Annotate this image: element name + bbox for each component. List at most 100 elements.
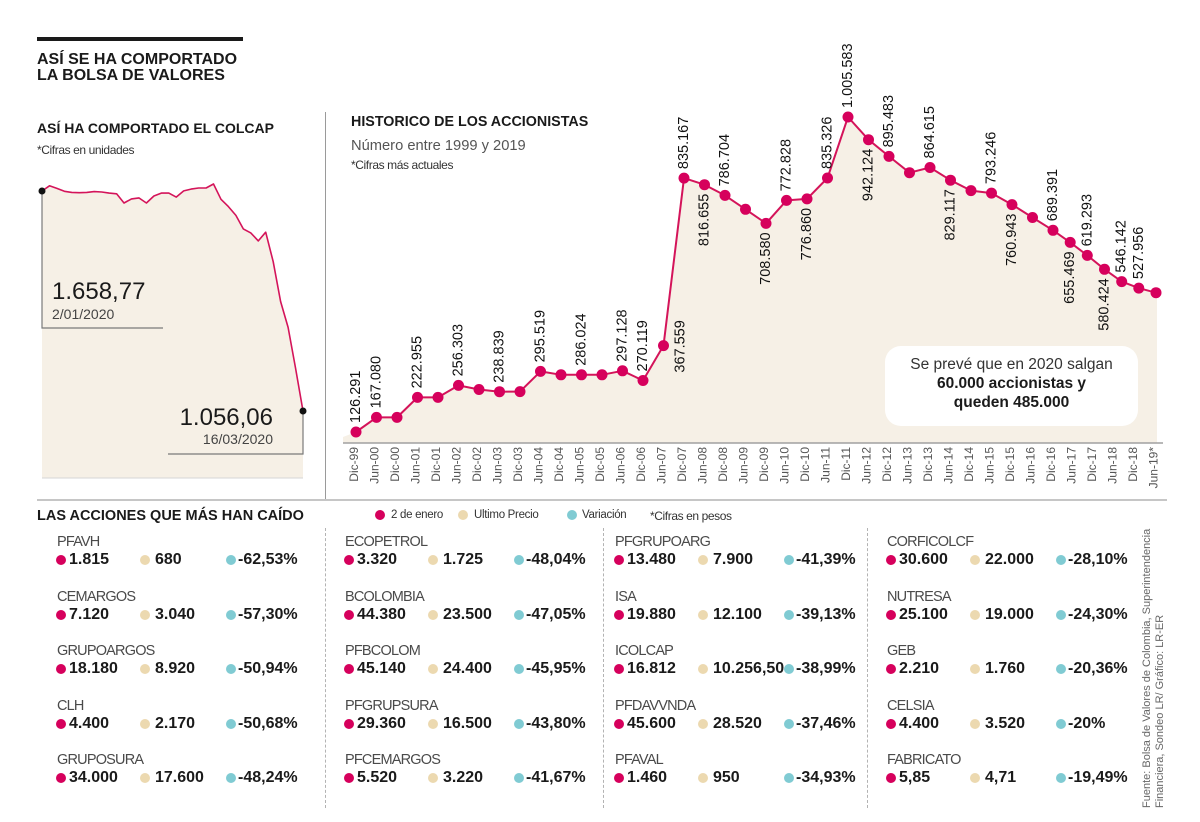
stock-item: CELSIA 4.400 3.520 -20% bbox=[886, 698, 1152, 739]
price-jan2: 5,85 bbox=[899, 769, 931, 786]
last-price-dot-icon bbox=[698, 773, 708, 783]
data-label: 760.943 bbox=[1004, 214, 1020, 266]
x-tick-label: Jun-10 bbox=[778, 447, 792, 484]
last-price-dot-icon bbox=[698, 664, 708, 674]
data-point bbox=[883, 150, 895, 162]
x-tick-label: Dic-99 bbox=[347, 447, 361, 482]
data-point bbox=[1133, 282, 1145, 294]
price-jan2: 5.520 bbox=[357, 769, 398, 786]
stock-item: PFGRUPOARG 13.480 7.900 -41,39% bbox=[614, 534, 880, 575]
price-last: 10.256,50 bbox=[713, 660, 785, 677]
data-label: 619.293 bbox=[1079, 194, 1095, 246]
x-tick-label: Jun-07 bbox=[655, 447, 669, 484]
data-point bbox=[371, 411, 382, 423]
data-label: 708.580 bbox=[758, 232, 774, 284]
stock-item: GRUPOARGOS 18.180 8.920 -50,94% bbox=[56, 643, 322, 684]
price-jan2: 2.210 bbox=[899, 660, 940, 677]
jan2-dot-icon bbox=[614, 555, 624, 565]
last-price-dot-icon bbox=[458, 510, 468, 520]
jan2-dot-icon bbox=[56, 718, 66, 729]
data-label: 286.024 bbox=[574, 313, 590, 365]
stock-item: ICOLCAP 16.812 10.256,50 -38,99% bbox=[614, 643, 880, 684]
price-last: 7.900 bbox=[713, 551, 754, 568]
stock-name: ICOLCAP bbox=[615, 643, 674, 659]
data-point bbox=[904, 167, 915, 179]
x-tick-label: Dic-11 bbox=[839, 447, 853, 481]
last-price-dot-icon bbox=[428, 664, 438, 674]
data-label: 689.391 bbox=[1045, 169, 1061, 221]
variation-dot-icon bbox=[514, 609, 524, 620]
variation: -48,04% bbox=[526, 551, 586, 568]
stock-name: PFGRUPOARG bbox=[615, 534, 711, 550]
colcap-note: *Cifras en unidades bbox=[37, 143, 135, 157]
x-tick-label: Jun-12 bbox=[860, 447, 874, 484]
price-jan2: 4.400 bbox=[899, 714, 940, 732]
last-price-dot-icon bbox=[140, 773, 150, 783]
variation-dot-icon bbox=[514, 718, 524, 729]
variation: -28,10% bbox=[1068, 551, 1128, 568]
data-label: 238.839 bbox=[492, 330, 508, 382]
x-tick-label: Dic-03 bbox=[511, 447, 525, 482]
price-jan2: 45.140 bbox=[357, 660, 406, 677]
data-label: 527.956 bbox=[1131, 227, 1147, 279]
x-tick-label: Jun-08 bbox=[696, 447, 710, 484]
price-jan2: 45.600 bbox=[627, 714, 676, 732]
data-point bbox=[637, 375, 649, 386]
forecast-callout: Se prevé que en 2020 salgan 60.000 accio… bbox=[885, 346, 1138, 426]
x-tick-label: Jun-00 bbox=[368, 447, 382, 484]
x-tick-label: Dic-01 bbox=[429, 447, 443, 482]
variation-dot-icon bbox=[226, 718, 236, 729]
colcap-end-leader bbox=[168, 411, 304, 455]
stock-name: GRUPOSURA bbox=[57, 752, 144, 768]
variation-dot-icon bbox=[784, 664, 794, 674]
jan2-dot-icon bbox=[886, 718, 896, 729]
jan2-dot-icon bbox=[344, 664, 354, 674]
data-point bbox=[1006, 199, 1018, 211]
data-point bbox=[842, 111, 854, 123]
price-jan2: 25.100 bbox=[899, 605, 948, 623]
variation: -39,13% bbox=[796, 605, 856, 623]
data-label: 793.246 bbox=[984, 132, 1000, 184]
section-divider-vertical bbox=[325, 112, 326, 501]
page-title-line1: ASÍ SE HA COMPORTADO bbox=[37, 50, 238, 68]
source-line1: Fuente: Bolsa de Valores de Colombia, Su… bbox=[1141, 528, 1153, 808]
data-point bbox=[760, 217, 772, 229]
x-tick-label: Dic-04 bbox=[552, 447, 566, 482]
data-label: 835.326 bbox=[820, 117, 836, 169]
price-last: 1.760 bbox=[985, 660, 1026, 677]
data-point bbox=[1064, 236, 1076, 248]
price-jan2: 34.000 bbox=[69, 769, 118, 786]
x-tick-label: Dic-06 bbox=[634, 447, 648, 482]
last-price-dot-icon bbox=[970, 773, 980, 783]
variation-dot-icon bbox=[226, 609, 236, 620]
x-tick-label: Jun-01 bbox=[409, 447, 423, 484]
jan2-dot-icon bbox=[614, 773, 624, 783]
variation: -19,49% bbox=[1068, 769, 1128, 786]
stocks-note: *Cifras en pesos bbox=[650, 509, 732, 523]
accionistas-note: *Cifras más actuales bbox=[351, 158, 454, 172]
column-divider bbox=[325, 528, 326, 808]
jan2-dot-icon bbox=[56, 609, 66, 620]
data-label: 816.655 bbox=[697, 194, 713, 246]
jan2-dot-icon bbox=[614, 609, 624, 620]
stock-name: ECOPETROL bbox=[345, 534, 428, 550]
source-credit: Fuente: Bolsa de Valores de Colombia, Su… bbox=[1141, 529, 1167, 808]
x-tick-label: Jun-15 bbox=[983, 447, 997, 484]
price-jan2: 1.460 bbox=[627, 769, 668, 786]
stock-name: GRUPOARGOS bbox=[57, 643, 155, 659]
data-point bbox=[986, 187, 997, 199]
variation-dot-icon bbox=[514, 555, 524, 565]
price-last: 22.000 bbox=[985, 551, 1034, 568]
data-label: 655.469 bbox=[1062, 251, 1078, 303]
variation: -57,30% bbox=[238, 605, 298, 623]
x-tick-label: Jun-19* bbox=[1147, 447, 1161, 489]
data-label: 580.424 bbox=[1097, 278, 1113, 330]
legend-last-price: Ultimo Precio bbox=[474, 509, 539, 521]
jan2-dot-icon bbox=[614, 718, 624, 729]
price-last: 950 bbox=[713, 769, 740, 786]
stock-item: CORFICOLCF 30.600 22.000 -28,10% bbox=[886, 535, 1152, 575]
last-price-dot-icon bbox=[140, 718, 150, 729]
x-axis-ticks: Dic-99 Jun-00 Dic-00 Jun-01 Dic-01 Jun-02 Dic-… bbox=[347, 447, 1161, 489]
x-tick-label: Dic-18 bbox=[1126, 447, 1140, 482]
last-price-dot-icon bbox=[428, 555, 438, 565]
